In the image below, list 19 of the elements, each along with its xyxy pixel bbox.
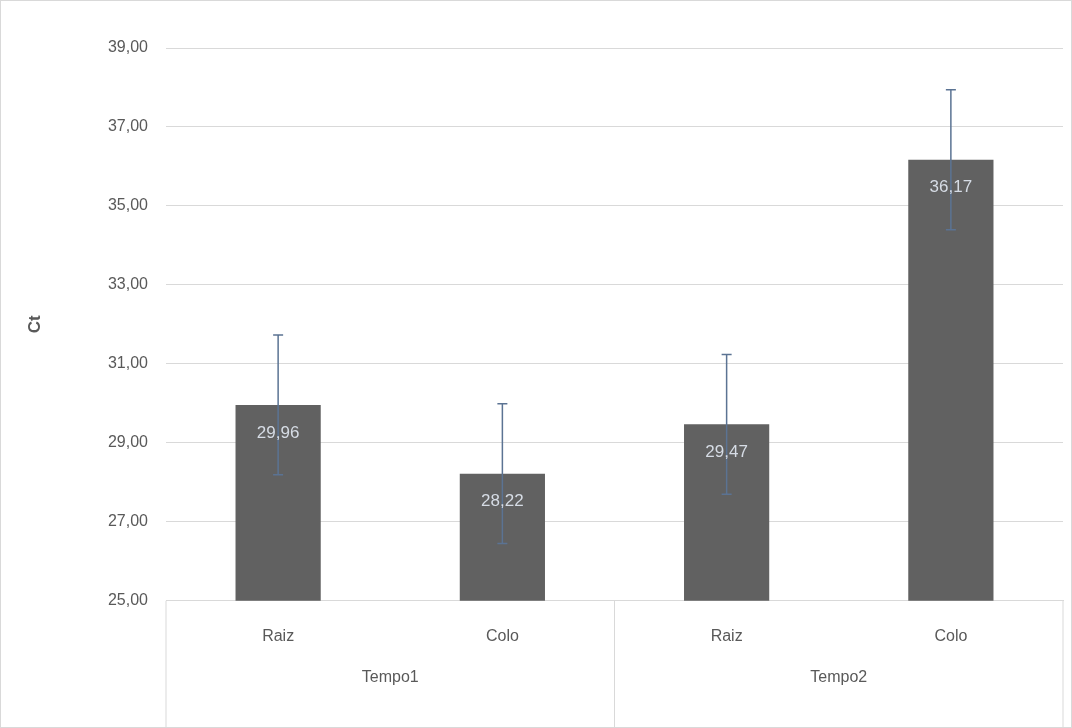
text: Tempo1 bbox=[361, 668, 419, 686]
y-tick-label: 39,00 bbox=[107, 38, 149, 56]
y-tick-label: 35,00 bbox=[107, 196, 149, 214]
y-axis-title: Ct bbox=[24, 315, 44, 334]
data-label: 28,22 bbox=[481, 491, 524, 511]
y-tick-label: 29,00 bbox=[107, 433, 149, 451]
y-tick-label: 27,00 bbox=[107, 512, 149, 530]
x-tick-label: Raiz bbox=[710, 626, 743, 644]
y-tick-label: 37,00 bbox=[107, 117, 149, 135]
text: Tempo2 bbox=[810, 668, 868, 686]
data-label: 29,47 bbox=[705, 441, 748, 461]
y-tick-label: 31,00 bbox=[107, 354, 149, 372]
y-tick-label: 25,00 bbox=[107, 591, 149, 609]
data-label: 29,96 bbox=[256, 422, 300, 442]
data-label: 36,17 bbox=[929, 177, 973, 197]
x-tick-label: Raiz bbox=[262, 626, 295, 644]
y-tick-label: 33,00 bbox=[107, 275, 149, 293]
x-tick-label: Colo bbox=[934, 626, 968, 644]
x-tick-label: Colo bbox=[485, 626, 519, 644]
